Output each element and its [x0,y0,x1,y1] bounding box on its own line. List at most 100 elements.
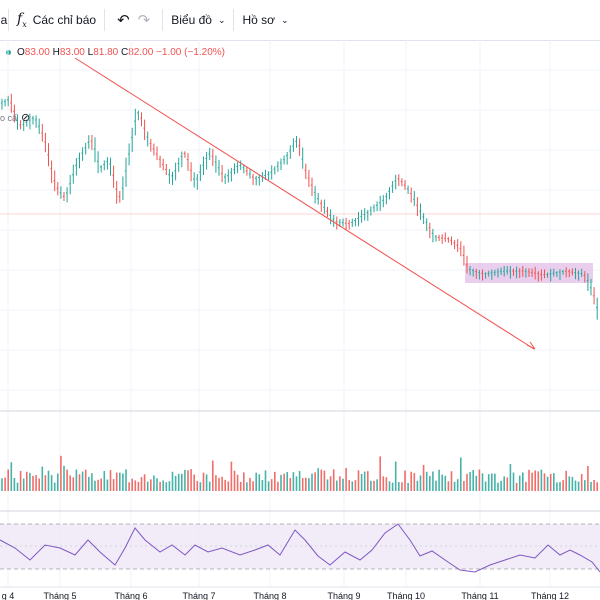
volume-bar [252,481,254,491]
volume-bar [332,469,335,491]
indicators-button[interactable]: fx Các chỉ báo [9,0,104,40]
volume-bar [224,479,226,491]
volume-bar [456,479,459,491]
volume-bar [450,471,453,491]
volume-bar [432,471,434,491]
volume-bar [202,472,205,491]
profile-menu-button[interactable]: Hồ sơ ⌄ [234,0,296,40]
volume-bar [376,479,378,491]
volume-bar [292,472,295,491]
volume-bar [565,470,567,491]
volume-bar [518,475,521,491]
toolbar-divider [233,9,235,31]
volume-bar [416,480,419,491]
volume-bar [357,470,360,491]
time-axis-label: Tháng 10 [387,591,425,600]
volume-bar [494,473,496,491]
volume-bar [305,477,307,491]
volume-bar [441,474,443,491]
volume-bar [559,482,561,491]
trend-line-drawing[interactable] [74,57,535,350]
volume-bar [512,472,515,491]
volume-bar [165,482,168,491]
time-axis-label: Tháng 12 [531,591,569,600]
volume-bar [153,475,155,491]
volume-bar [370,480,372,491]
volume-bar [88,476,90,491]
volume-bar [314,472,316,491]
profile-menu-label: Hồ sơ [242,13,276,27]
volume-bar [398,482,400,491]
eye-off-icon[interactable]: ⊘ [21,112,31,124]
volume-bar [391,482,394,491]
volume-bar [500,480,502,491]
volume-bar [1,478,3,491]
top-toolbar: a fx Các chỉ báo ↶ ↷ Biểu đồ ⌄ Hồ sơ ⌄ [0,0,600,41]
volume-bar [255,472,257,491]
high-label: H [52,47,60,58]
volume-bar [463,481,465,491]
volume-bar [484,481,487,491]
volume-bar [239,481,242,491]
volume-bar [580,474,583,491]
volume-bar [363,471,366,491]
volume-bar [429,475,431,491]
volume-bar [438,469,440,491]
volume-bar [475,475,478,491]
close-value: 82.00 [128,47,154,58]
chart-grid [0,40,600,587]
volume-bar [174,475,177,491]
volume-bar [447,481,450,491]
time-axis-label: Tháng 8 [253,591,286,600]
volume-bar [562,480,564,491]
volume-bar [460,457,462,491]
volume-bar [587,466,589,491]
volume-bar [491,473,493,491]
volume-bar [134,480,137,491]
volume-bar [497,482,499,491]
volume-bar [336,480,338,491]
volume-bar [41,466,44,491]
volume-bar [218,477,220,491]
volume-bar [146,481,149,491]
volume-bar [270,479,273,491]
volume-bar [187,470,189,491]
volume-bar [540,469,543,491]
volume-bar [84,469,87,491]
volume-bar [394,461,397,491]
volume-bar [543,473,546,491]
volume-bar [537,471,540,491]
redo-icon[interactable]: ↷ [137,12,151,29]
volume-bar [342,478,344,491]
volume-bar [277,481,279,491]
volume-bar [125,469,127,491]
rsi-band [0,524,600,569]
chart-menu-button[interactable]: Biểu đồ ⌄ [163,0,233,40]
volume-bar [236,474,239,491]
volume-bar [413,472,416,491]
volume-bar [388,481,391,491]
volume-bar [57,473,59,491]
volume-bar [574,480,577,491]
volume-bar [38,478,40,491]
volume-bar [404,470,406,491]
time-axis[interactable]: g 4 Tháng 5 Tháng 6 Tháng 7 Tháng 8 Tháng 9 Th… [2,591,569,600]
undo-icon[interactable]: ↶ [117,12,130,29]
time-axis-label: Tháng 5 [43,591,76,600]
volume-indicator-label: o cấ ⊘ [0,111,30,124]
volume-bar [289,478,292,491]
volume-bar [69,475,71,491]
time-axis-label: g 4 [2,591,15,600]
volume-bar [509,464,512,491]
volume-bar [16,482,19,491]
volume-bar [181,473,183,491]
volume-bar [568,476,571,491]
volume-bar [596,482,598,491]
volume-bar [425,471,428,491]
volume-bar [22,478,25,491]
change-value: −1.00 (−1.20%) [156,47,225,58]
volume-bar [199,482,202,491]
toolbar-edge-item[interactable]: a [0,13,8,27]
volume-bar [29,472,31,491]
